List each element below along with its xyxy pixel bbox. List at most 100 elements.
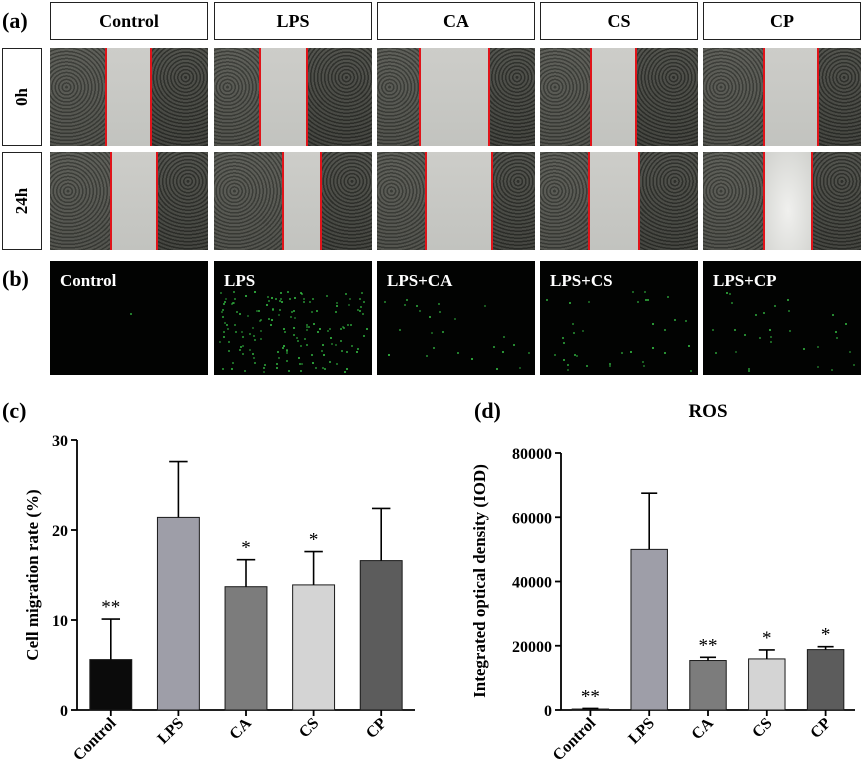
fluorescence-dot	[269, 324, 272, 327]
fluorescence-dot	[223, 301, 226, 304]
fluorescence-dot	[334, 343, 337, 346]
fluorescence-dot	[276, 351, 279, 354]
fluorescence-dot	[234, 324, 237, 326]
fluorescence-dot	[336, 304, 339, 307]
fluorescence-dot	[234, 330, 237, 333]
y-tick-label: 0	[60, 703, 68, 720]
fluorescence-dot	[228, 341, 231, 344]
column-header-ca: CA	[377, 2, 535, 40]
fluorescence-dot	[236, 310, 239, 313]
fluorescence-dot	[316, 330, 319, 333]
fluorescence-dot	[689, 369, 692, 372]
fluorescence-dot	[280, 291, 283, 294]
fluorescence-dot	[224, 322, 227, 325]
fluorescence-dot	[581, 329, 584, 332]
fluorescence-dot	[573, 354, 576, 357]
column-header-cs: CS	[540, 2, 698, 40]
fluorescence-dot	[277, 313, 280, 316]
fluorescence-dot	[688, 345, 691, 348]
fluorescence-dot	[227, 350, 230, 353]
fluorescence-dot	[231, 362, 234, 365]
fluorescence-dot	[311, 361, 314, 364]
wound-edge-line	[590, 48, 592, 146]
fluorescence-dot	[331, 343, 334, 346]
fluorescence-dot	[636, 300, 639, 303]
fluorescence-dot	[285, 348, 288, 351]
fluorescence-dot	[758, 337, 761, 340]
fluorescence-dot	[834, 331, 837, 334]
fluorescence-dot	[731, 302, 734, 305]
fluorescence-dot	[729, 293, 732, 296]
bar-lps	[630, 548, 668, 711]
micrograph-tile	[703, 152, 861, 250]
fluorescence-dot	[327, 330, 330, 333]
fluorescence-dot	[222, 367, 225, 370]
ros-image-lps: LPS	[214, 261, 372, 375]
fluorescence-dot	[238, 312, 241, 315]
wound-edge-line	[491, 152, 493, 250]
ros-label-control: Control	[60, 271, 117, 290]
fluorescence-dot	[271, 309, 274, 312]
fluorescence-dot	[645, 298, 648, 301]
fluorescence-dot	[763, 311, 766, 314]
fluorescence-dot	[684, 319, 687, 322]
fluorescence-dot	[647, 298, 650, 301]
fluorescence-dot	[349, 297, 352, 300]
wound-edge-line	[320, 152, 322, 250]
fluorescence-dot	[334, 311, 337, 314]
x-tick-label: CA	[688, 714, 717, 743]
bar-ca	[689, 660, 727, 711]
ros-image-lps-cs: LPS+CS	[540, 261, 698, 375]
fluorescence-dot	[362, 335, 365, 338]
wound-edge-line	[156, 152, 158, 250]
fluorescence-dot	[240, 330, 243, 333]
fluorescence-dot	[419, 310, 422, 313]
fluorescence-dot	[220, 310, 223, 313]
fluorescence-dot	[278, 308, 281, 311]
fluorescence-dot	[325, 295, 328, 298]
fluorescence-dot	[433, 347, 436, 350]
fluorescence-dot	[415, 305, 418, 308]
fluorescence-dot	[454, 318, 457, 321]
panel-label-d: (d)	[474, 398, 501, 423]
fluorescence-dot	[576, 354, 579, 357]
fluorescence-dot	[238, 348, 241, 351]
fluorescence-dot	[343, 370, 346, 373]
fluorescence-dot	[346, 368, 349, 371]
micrograph-tile	[703, 48, 861, 146]
fluorescence-dot	[755, 314, 758, 317]
bar-control	[89, 659, 133, 711]
fluorescence-dot	[553, 353, 556, 356]
fluorescence-dot	[848, 351, 851, 354]
wound-edge-line	[259, 48, 261, 146]
ros-label-lps-cs: LPS+CS	[550, 271, 613, 290]
fluorescence-dot	[289, 298, 292, 301]
fluorescence-dot	[282, 327, 285, 330]
fluorescence-dot	[608, 364, 611, 367]
fluorescence-dot	[293, 297, 296, 300]
fluorescence-dot	[527, 351, 530, 354]
wound-edge-line	[763, 48, 765, 146]
fluorescence-dot	[268, 317, 271, 320]
fluorescence-dot	[262, 370, 265, 373]
fluorescence-dot	[643, 364, 646, 367]
fluorescence-dot	[608, 363, 611, 366]
x-tick-label: CS	[296, 715, 323, 742]
fluorescence-dot	[258, 319, 261, 322]
fluorescence-dot	[566, 363, 569, 366]
fluorescence-dot	[572, 331, 575, 334]
significance-marker: *	[762, 628, 772, 649]
fluorescence-dot	[275, 366, 278, 369]
fluorescence-dot	[329, 360, 332, 363]
wound-edge-line	[763, 152, 765, 250]
fluorescence-dot	[283, 344, 285, 347]
fluorescence-dot	[222, 309, 225, 312]
fluorescence-dot	[336, 362, 339, 365]
wound-edge-line	[306, 48, 308, 146]
fluorescence-dot	[585, 365, 588, 368]
fluorescence-dot	[305, 343, 308, 346]
fluorescence-dot	[323, 353, 325, 356]
micrograph-tile	[540, 48, 698, 146]
fluorescence-dot	[311, 310, 314, 313]
fluorescence-dot	[350, 324, 353, 327]
